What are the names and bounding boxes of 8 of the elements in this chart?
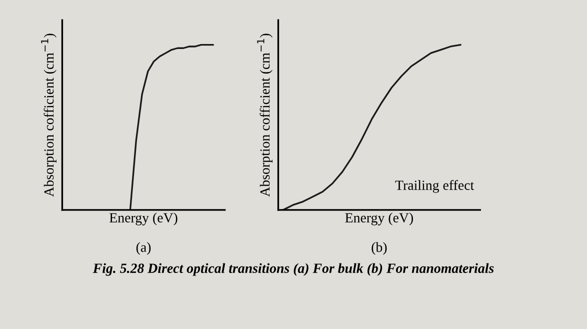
text: (a) (136, 242, 151, 255)
caption: Fig. 5.28 Direct optical transitions (a) For bulk (b) For nanomaterials (92, 263, 494, 276)
text: (b) (372, 242, 387, 255)
y-axis-title: Absorption cofficient (cm$^{−1}$) (41, 34, 56, 197)
y-axis-title: Absorption cofficient (cm$^{−1}$) (257, 34, 272, 197)
x-axis-title: Energy (eV) (345, 212, 413, 226)
x-axis-title: Energy (eV) (110, 212, 178, 226)
annotation: Trailing effect (395, 180, 474, 193)
